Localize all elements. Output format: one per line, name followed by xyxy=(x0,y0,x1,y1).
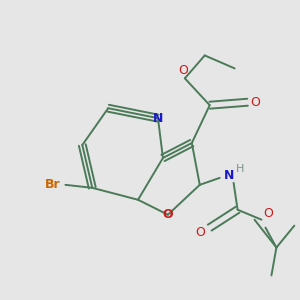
Text: Br: Br xyxy=(45,178,60,191)
Text: O: O xyxy=(178,64,188,77)
Text: O: O xyxy=(263,207,273,220)
Text: H: H xyxy=(236,164,244,174)
Text: O: O xyxy=(250,96,260,109)
Text: O: O xyxy=(163,208,173,221)
Text: O: O xyxy=(195,226,205,239)
Text: N: N xyxy=(153,112,163,124)
Text: N: N xyxy=(224,169,234,182)
